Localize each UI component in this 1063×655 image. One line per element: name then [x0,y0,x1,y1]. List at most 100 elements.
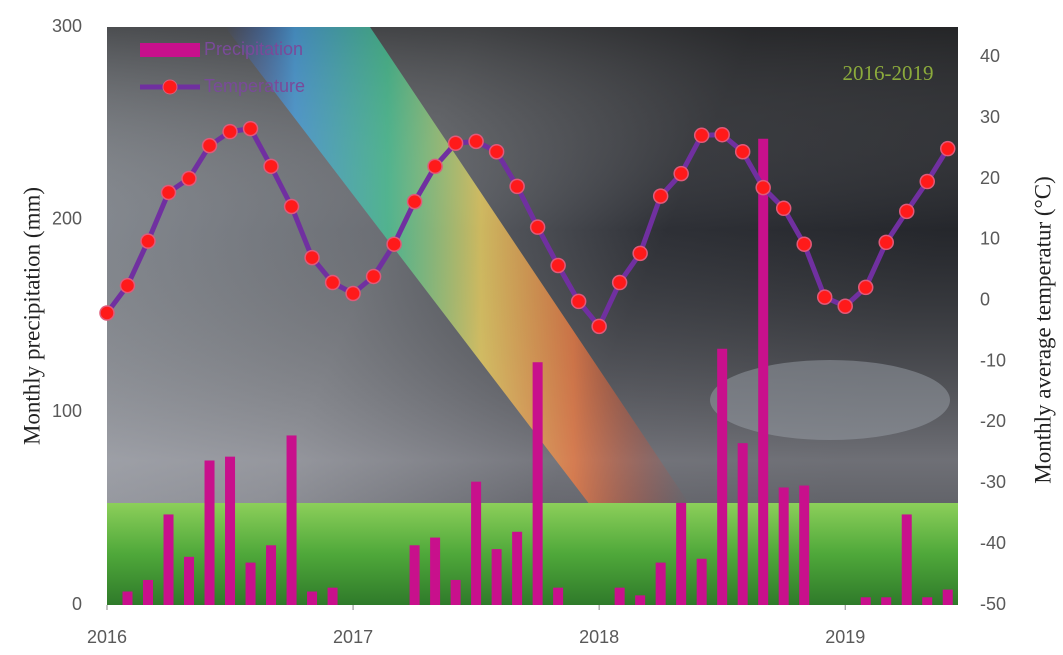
marker [796,236,812,252]
y2-tick-label: 40 [980,46,1000,66]
marker [898,203,915,220]
bar [430,537,441,605]
legend-swatch [140,43,200,57]
marker [632,245,648,262]
marker [529,219,546,235]
y2-tick-label: -10 [980,350,1006,370]
y-tick-label: 300 [52,16,82,36]
y-tick-label: 0 [72,594,82,614]
marker [714,126,730,143]
marker [878,234,894,251]
y2-tick-label: 30 [980,107,1000,127]
x-tick-label: 2016 [87,627,127,647]
marker [591,318,607,335]
bar [696,558,707,605]
bar [778,487,789,605]
marker [939,140,956,157]
bar [512,531,523,605]
bar [922,597,933,605]
annotation: 2016-2019 [843,61,934,85]
y2-tick-label: -30 [980,472,1006,492]
marker [345,285,361,302]
bar [901,514,912,605]
y-tick-label: 100 [52,401,82,421]
marker [468,133,484,150]
marker [837,298,853,315]
bar [737,443,748,605]
bar [184,556,195,605]
marker [673,165,689,182]
bar [799,485,810,605]
marker [386,236,402,252]
y-tick-label: 200 [52,208,82,228]
bar [450,579,461,605]
marker [550,257,566,274]
bar [491,549,502,605]
bar [532,362,543,605]
bar [717,348,728,605]
marker [160,184,177,201]
marker [324,274,341,291]
legend-marker [162,79,178,95]
y-axis-title: Monthly precipitation (mm) [19,187,44,445]
bar [327,587,338,605]
marker [140,233,156,249]
bar [655,562,666,605]
marker [447,135,464,151]
marker [99,305,115,321]
y2-tick-label: -50 [980,594,1006,614]
bar [409,545,420,605]
marker [427,158,443,175]
marker [406,193,423,210]
bar [225,456,236,605]
bar [307,591,318,605]
marker [570,293,587,310]
bar [553,587,564,605]
bar [143,579,154,605]
bar [122,591,133,605]
legend-label: Temperature [204,76,305,96]
y2-tick-label: 0 [980,290,990,310]
marker [488,143,505,160]
marker [509,178,525,195]
marker [283,198,300,215]
bar [286,435,297,605]
y2-tick-label: -40 [980,533,1006,553]
marker [857,279,874,296]
bar [204,460,215,605]
marker [304,249,320,266]
bar [676,502,687,605]
bar [635,595,646,605]
bar [266,545,277,605]
marker [119,277,136,294]
bar [860,597,871,605]
x-tick-label: 2019 [825,627,865,647]
y2-tick-label: -20 [980,411,1006,431]
marker [693,127,710,144]
legend-label: Precipitation [204,39,303,59]
y2-axis-title: Monthly average temperatur (°C) [1030,176,1055,483]
bar [163,514,174,605]
bar [614,587,625,605]
marker [365,268,382,285]
marker [775,200,792,217]
marker [919,173,935,190]
bar [245,562,256,605]
bar [881,597,892,605]
y2-tick-label: 20 [980,168,1000,188]
marker [611,274,628,291]
y2-tick-label: 10 [980,229,1000,249]
marker [755,179,771,196]
marker [652,188,669,204]
marker [734,143,751,160]
x-tick-label: 2017 [333,627,373,647]
x-tick-label: 2018 [579,627,619,647]
marker [816,289,833,305]
marker [222,123,238,140]
bar [758,138,769,605]
marker [181,170,197,187]
marker [242,120,259,137]
bar [942,589,953,605]
bar [471,481,482,605]
